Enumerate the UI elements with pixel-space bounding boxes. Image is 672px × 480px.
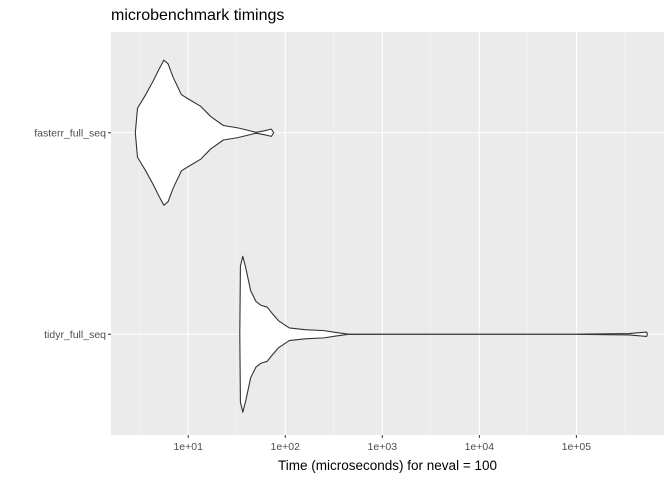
x-tick-label: 1e+01 bbox=[173, 441, 203, 453]
y-tick-label: tidyr_full_seq bbox=[44, 329, 106, 341]
plot-panel bbox=[111, 32, 664, 435]
x-tick-label: 1e+04 bbox=[465, 441, 495, 453]
minor-gridlines bbox=[139, 32, 626, 435]
x-tick-label: 1e+05 bbox=[562, 441, 592, 453]
violin-fasterr_full_seq bbox=[134, 59, 275, 206]
x-tick-label: 1e+02 bbox=[271, 441, 301, 453]
violin-tidyr_full_seq bbox=[239, 255, 648, 413]
y-tick-label: fasterr_full_seq bbox=[34, 127, 106, 139]
x-axis: 1e+01 1e+02 1e+03 1e+04 1e+05 bbox=[173, 435, 591, 453]
y-axis: fasterr_full_seq tidyr_full_seq bbox=[34, 127, 111, 341]
chart-title: microbenchmark timings bbox=[111, 7, 284, 24]
x-tick-label: 1e+03 bbox=[368, 441, 398, 453]
x-axis-title: Time (microseconds) for neval = 100 bbox=[278, 458, 497, 473]
violins bbox=[134, 59, 648, 413]
